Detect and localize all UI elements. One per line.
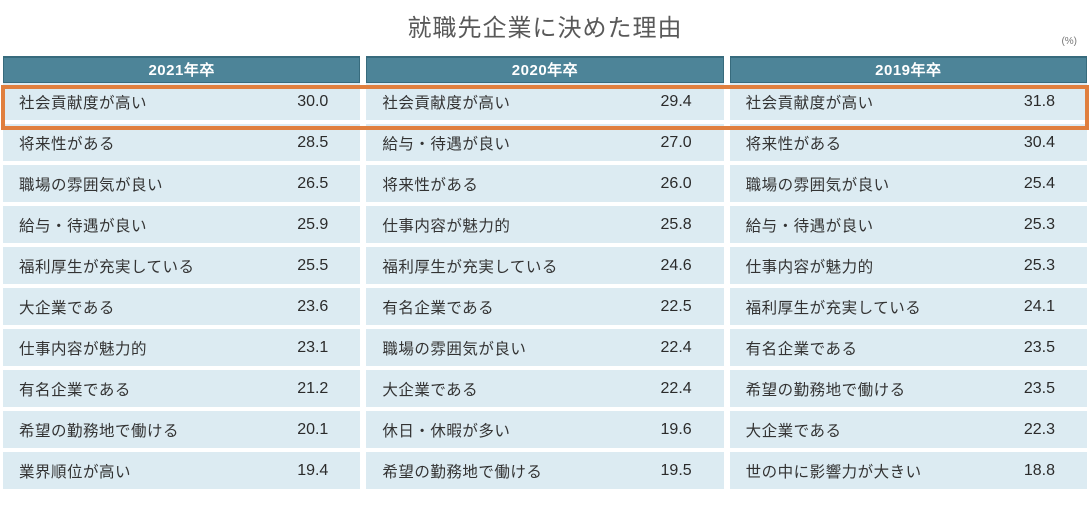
percent-value: 24.1 bbox=[1023, 297, 1055, 315]
unit-label: (%) bbox=[1061, 36, 1077, 47]
percent-value: 26.0 bbox=[660, 174, 692, 192]
table-row: 将来性がある 28.5 bbox=[3, 124, 361, 161]
percent-value: 25.8 bbox=[660, 215, 692, 233]
reason-label: 将来性がある bbox=[745, 135, 842, 153]
table-row: 希望の勤務地で働ける 20.1 bbox=[3, 411, 361, 448]
reason-label: 世の中に影響力が大きい bbox=[745, 463, 922, 481]
percent-value: 29.4 bbox=[660, 92, 692, 110]
percent-value: 25.5 bbox=[297, 256, 329, 274]
column-header: 2021年卒 bbox=[3, 56, 361, 83]
reason-label: 仕事内容が魅力的 bbox=[745, 258, 874, 276]
reason-label: 大企業である bbox=[745, 422, 842, 440]
percent-value: 22.3 bbox=[1023, 420, 1055, 438]
table-row: 将来性がある 30.4 bbox=[729, 124, 1087, 161]
percent-value: 19.4 bbox=[297, 461, 329, 479]
reason-label: 仕事内容が魅力的 bbox=[382, 217, 511, 235]
percent-value: 23.6 bbox=[297, 297, 329, 315]
ranking-table: 2021年卒社会貢献度が高い 30.0 将来性がある 28.5 職場の雰囲気が良い 26.… bbox=[1, 56, 1089, 493]
table-row: 職場の雰囲気が良い 25.4 bbox=[729, 165, 1087, 202]
table-row: 有名企業である 22.5 bbox=[366, 288, 724, 325]
reason-label: 休日・休暇が多い bbox=[382, 422, 511, 440]
percent-value: 22.4 bbox=[660, 338, 692, 356]
table-row: 職場の雰囲気が良い 26.5 bbox=[3, 165, 361, 202]
percent-value: 19.6 bbox=[660, 420, 692, 438]
reason-label: 希望の勤務地で働ける bbox=[382, 463, 543, 481]
percent-value: 25.3 bbox=[1023, 215, 1055, 233]
table-row: 世の中に影響力が大きい 18.8 bbox=[729, 452, 1087, 489]
reason-label: 社会貢献度が高い bbox=[745, 94, 874, 112]
reason-label: 福利厚生が充実している bbox=[745, 299, 922, 317]
reason-label: 仕事内容が魅力的 bbox=[19, 340, 148, 358]
table-row: 福利厚生が充実している 25.5 bbox=[3, 247, 361, 284]
reason-label: 社会貢献度が高い bbox=[19, 94, 148, 112]
reason-label: 給与・待遇が良い bbox=[745, 217, 874, 235]
reason-label: 将来性がある bbox=[382, 176, 479, 194]
percent-value: 21.2 bbox=[297, 379, 329, 397]
table-row: 福利厚生が充実している 24.6 bbox=[366, 247, 724, 284]
reason-label: 大企業である bbox=[19, 299, 115, 317]
percent-value: 22.4 bbox=[660, 379, 692, 397]
reason-label: 職場の雰囲気が良い bbox=[382, 340, 527, 358]
percent-value: 31.8 bbox=[1023, 92, 1055, 110]
percent-value: 25.4 bbox=[1023, 174, 1055, 192]
table-row: 大企業である 22.3 bbox=[729, 411, 1087, 448]
table-row: 給与・待遇が良い 25.9 bbox=[3, 206, 361, 243]
percent-value: 25.9 bbox=[297, 215, 329, 233]
percent-value: 28.5 bbox=[297, 133, 329, 151]
table-row: 休日・休暇が多い 19.6 bbox=[366, 411, 724, 448]
table-row: 給与・待遇が良い 25.3 bbox=[729, 206, 1087, 243]
reason-label: 福利厚生が充実している bbox=[19, 258, 195, 276]
reason-label: 有名企業である bbox=[382, 299, 495, 317]
percent-value: 19.5 bbox=[660, 461, 692, 479]
table-row: 社会貢献度が高い 29.4 bbox=[366, 83, 724, 120]
reason-label: 有名企業である bbox=[19, 381, 131, 399]
reason-label: 給与・待遇が良い bbox=[19, 217, 148, 235]
reason-label: 希望の勤務地で働ける bbox=[745, 381, 906, 399]
reason-label: 希望の勤務地で働ける bbox=[19, 422, 180, 440]
percent-value: 20.1 bbox=[297, 420, 329, 438]
percent-value: 25.3 bbox=[1023, 256, 1055, 274]
table-row: 社会貢献度が高い 31.8 bbox=[729, 83, 1087, 120]
table-row: 将来性がある 26.0 bbox=[366, 165, 724, 202]
table-row: 仕事内容が魅力的 23.1 bbox=[3, 329, 361, 366]
reason-label: 大企業である bbox=[382, 381, 479, 399]
table-row: 仕事内容が魅力的 25.8 bbox=[366, 206, 724, 243]
table-row: 職場の雰囲気が良い 22.4 bbox=[366, 329, 724, 366]
reason-label: 社会貢献度が高い bbox=[382, 94, 511, 112]
percent-value: 22.5 bbox=[660, 297, 692, 315]
percent-value: 26.5 bbox=[297, 174, 329, 192]
reason-label: 業界順位が高い bbox=[19, 463, 132, 481]
table-row: 社会貢献度が高い 30.0 bbox=[3, 83, 361, 120]
reason-label: 職場の雰囲気が良い bbox=[745, 176, 890, 194]
reason-label: 将来性がある bbox=[19, 135, 116, 153]
percent-value: 23.5 bbox=[1023, 379, 1055, 397]
table-row: 大企業である 23.6 bbox=[3, 288, 361, 325]
table-row: 給与・待遇が良い 27.0 bbox=[366, 124, 724, 161]
year-column: 2019年卒社会貢献度が高い 31.8 将来性がある 30.4 職場の雰囲気が良い 25.… bbox=[729, 56, 1087, 493]
reason-label: 職場の雰囲気が良い bbox=[19, 176, 164, 194]
table-row: 希望の勤務地で働ける 19.5 bbox=[366, 452, 724, 489]
percent-value: 18.8 bbox=[1023, 461, 1055, 479]
percent-value: 30.0 bbox=[297, 92, 329, 110]
table-row: 有名企業である 23.5 bbox=[729, 329, 1087, 366]
table-row: 仕事内容が魅力的 25.3 bbox=[729, 247, 1087, 284]
page-title: 就職先企業に決めた理由 bbox=[407, 15, 683, 42]
table-row: 福利厚生が充実している 24.1 bbox=[729, 288, 1087, 325]
column-header: 2019年卒 bbox=[729, 56, 1087, 83]
year-column: 2021年卒社会貢献度が高い 30.0 将来性がある 28.5 職場の雰囲気が良い 26.… bbox=[3, 56, 361, 493]
percent-value: 27.0 bbox=[660, 133, 692, 151]
table-row: 希望の勤務地で働ける 23.5 bbox=[729, 370, 1087, 407]
table-row: 大企業である 22.4 bbox=[366, 370, 724, 407]
percent-value: 30.4 bbox=[1023, 133, 1055, 151]
percent-value: 24.6 bbox=[660, 256, 692, 274]
reason-label: 有名企業である bbox=[745, 340, 858, 358]
reason-label: 福利厚生が充実している bbox=[382, 258, 558, 276]
percent-value: 23.5 bbox=[1023, 338, 1055, 356]
year-column: 2020年卒社会貢献度が高い 29.4 給与・待遇が良い 27.0 将来性がある 26.0… bbox=[366, 56, 724, 493]
table-row: 有名企業である 21.2 bbox=[3, 370, 361, 407]
column-header: 2020年卒 bbox=[366, 56, 724, 83]
percent-value: 23.1 bbox=[297, 338, 329, 356]
table-row: 業界順位が高い 19.4 bbox=[3, 452, 361, 489]
reason-label: 給与・待遇が良い bbox=[382, 135, 511, 153]
